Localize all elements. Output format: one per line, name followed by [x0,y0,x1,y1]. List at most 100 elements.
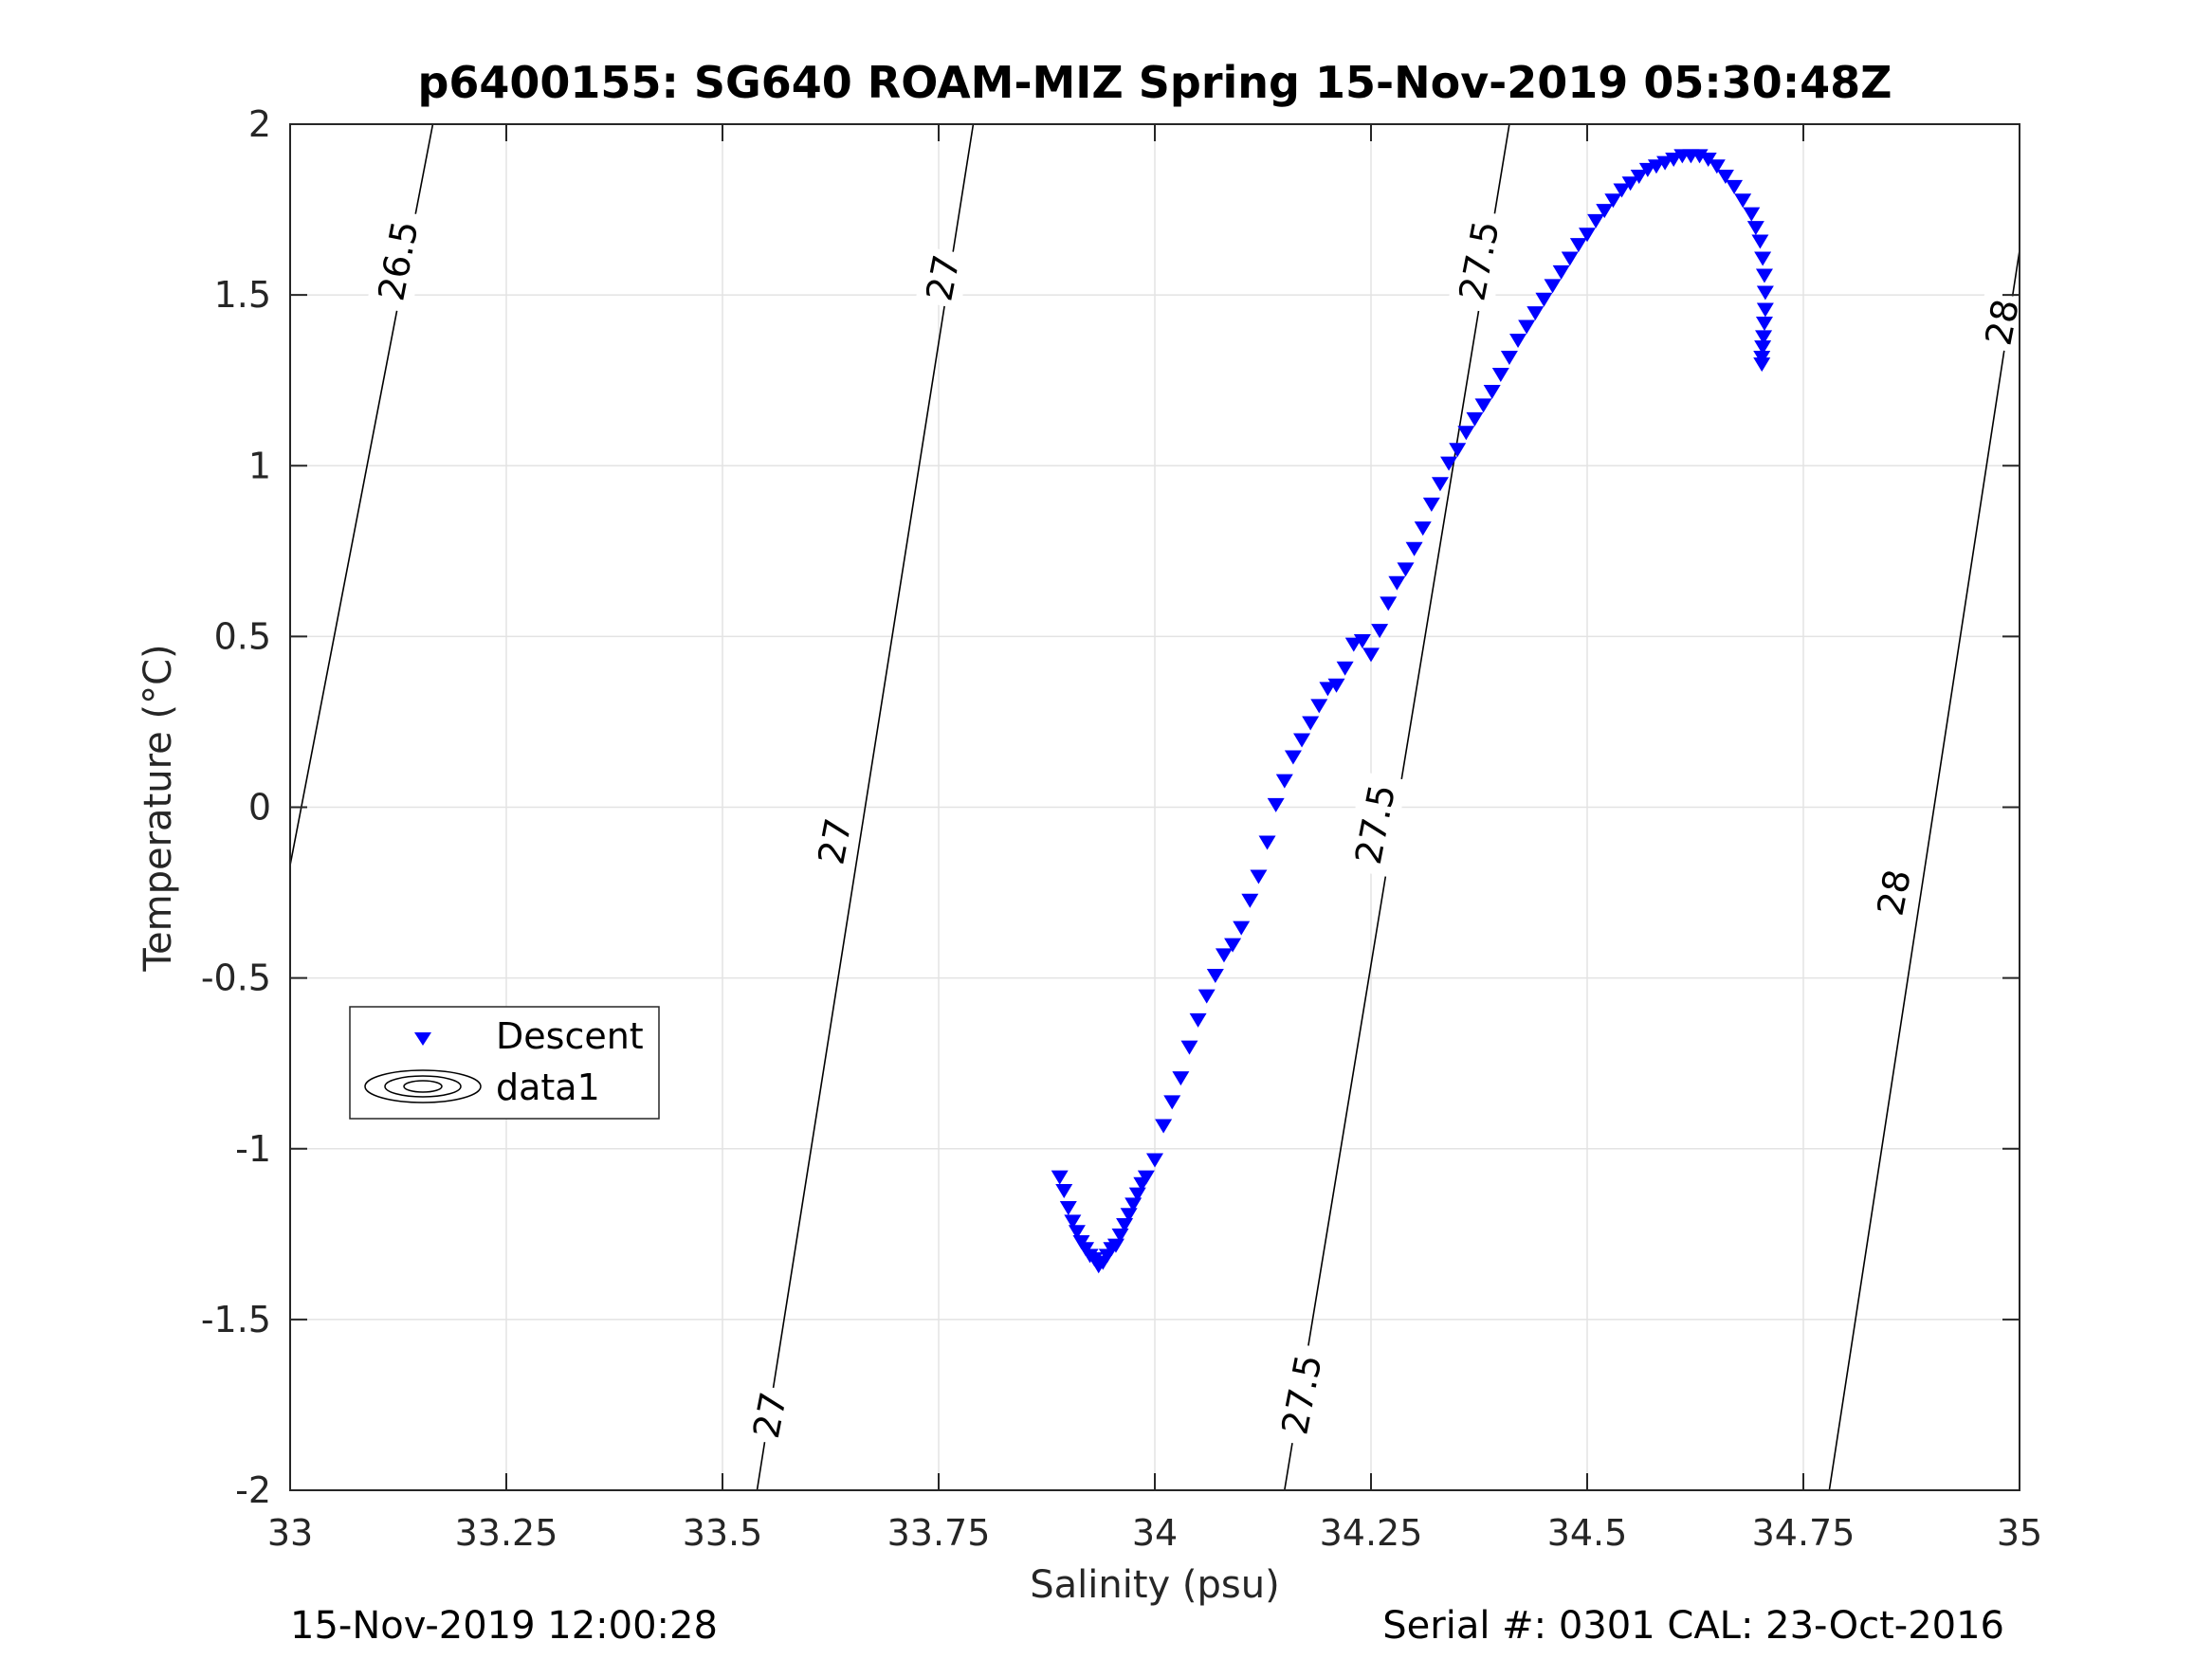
isopycnal-27 [756,123,975,1491]
contour-label: 28 [1866,861,1922,924]
contour-label-text: 27 [918,251,967,304]
descent-point [1535,292,1553,307]
descent-point [1319,682,1337,697]
contour-label-gap [1447,208,1511,314]
descent-point [1755,316,1773,331]
isopycnal-contours [289,123,2020,1491]
y-tick-label: 0.5 [214,615,271,657]
y-tick-label: 1.5 [214,274,271,316]
descent-point [1483,384,1501,399]
descent-point [1621,176,1639,191]
descent-point [1431,477,1449,492]
descent-point [1241,893,1259,908]
descent-point [1544,279,1562,294]
descent-point [1405,541,1423,556]
descent-point [1726,179,1744,194]
descent-point [1491,367,1509,382]
descent-point [1756,285,1774,301]
descent-point [1561,251,1579,266]
descent-point [1457,426,1475,441]
descent-point [1440,456,1458,471]
descent-point [1137,1170,1155,1185]
descent-point [1215,948,1233,963]
descent-point [1756,302,1774,318]
y-tick-label: 0 [248,787,271,829]
descent-point [1579,228,1596,243]
contour-label-gap [1344,771,1408,878]
descent-point [1509,333,1527,348]
x-tick-label: 33 [267,1512,313,1554]
descent-point [1163,1095,1181,1110]
descent-point [1064,1214,1082,1230]
descent-point [1613,183,1631,198]
descent-point [1172,1071,1190,1086]
descent-point [1353,633,1371,648]
descent-point [1569,238,1587,253]
y-tick-label: 2 [248,103,271,145]
descent-point [1474,398,1492,413]
x-tick-label: 33.25 [455,1512,558,1554]
descent-point [1753,357,1771,373]
x-tick-label: 33.5 [683,1512,763,1554]
contour-label-text: 28 [1870,866,1919,920]
descent-point [1755,330,1773,345]
y-tick-label: -1.5 [201,1299,271,1340]
descent-point [1754,340,1772,356]
isopycnal-28 [1828,250,2020,1491]
descent-point [1371,624,1389,639]
footer-timestamp: 15-Nov-2019 12:00:28 [290,1604,718,1648]
x-tick-label: 35 [1997,1512,2042,1554]
descent-point [1630,170,1648,185]
x-tick-label: 33.75 [887,1512,991,1554]
descent-point [1189,1012,1207,1028]
descent-point [1180,1040,1198,1055]
contour-label: 27 [742,1383,798,1447]
legend: Descent data1 [349,1006,660,1120]
y-tick-label: -0.5 [201,957,271,999]
descent-point [1362,647,1380,663]
descent-point [1647,159,1665,174]
grid-lines [290,124,2020,1490]
descent-point [1336,661,1354,676]
descent-point [1422,497,1440,512]
contour-label-gap [1270,1341,1334,1448]
descent-point [1552,264,1570,280]
x-axis-label: Salinity (psu) [1030,1563,1279,1607]
descent-point [1233,921,1251,936]
descent-point [1302,716,1320,731]
descent-point [1059,1200,1077,1215]
descent-point [1344,637,1362,652]
descent-point [1708,159,1726,174]
descent-point [1466,411,1484,427]
descent-point [1068,1225,1086,1240]
contour-label-gap [1866,861,1922,924]
x-tick-label: 34.75 [1752,1512,1856,1554]
x-axis-ticks: 33 33.25 33.5 33.75 34 34.25 34.5 34.75 35 [267,124,2042,1554]
descent-point [1518,319,1536,335]
descent-point [1224,938,1242,953]
contour-label-gap [366,208,430,314]
descent-point [1051,1170,1069,1185]
descent-point [1596,204,1614,219]
descent-point [1751,234,1769,249]
descent-point [1716,170,1734,185]
descent-point [1293,733,1311,748]
y-tick-label: -2 [235,1469,271,1511]
descent-point [1743,207,1761,222]
descent-point [1656,155,1674,171]
descent-point [1380,596,1398,611]
descent-point [1055,1183,1073,1198]
contour-label-gap [807,810,863,873]
descent-point [1587,213,1605,228]
descent-point [1284,750,1302,765]
contour-label: 26.5 [366,208,430,314]
descent-point [1604,193,1622,209]
y-axis-ticks: 2 1.5 1 0.5 0 -0.5 -1 -1.5 -2 [201,103,2020,1511]
descent-point [1755,268,1773,283]
y-tick-label: 1 [248,445,271,486]
descent-point [1250,869,1268,884]
descent-point [1267,797,1285,812]
contour-label-text: 27 [810,815,859,868]
